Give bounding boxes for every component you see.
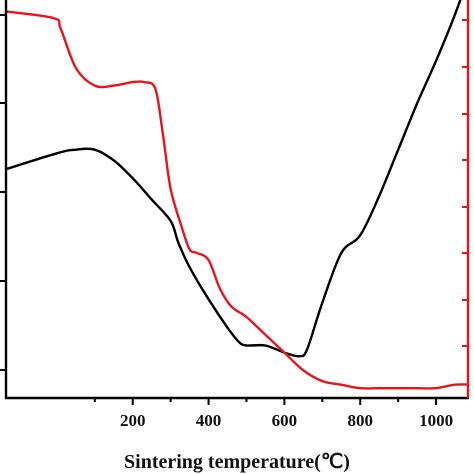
black-series-line (6, 0, 462, 358)
x-tick-label: 200 (120, 411, 146, 430)
red-series-line (6, 10, 468, 390)
x-tick-label: 400 (196, 411, 222, 430)
x-axis-title: Sintering temperature(℃) (124, 451, 350, 473)
x-tick-label: 800 (347, 411, 373, 430)
series-layer (6, 0, 468, 390)
axes-layer: 200 400 600 800 1000 (0, 0, 470, 430)
x-tick-label: 1000 (419, 411, 453, 430)
x-tick-label: 600 (272, 411, 298, 430)
